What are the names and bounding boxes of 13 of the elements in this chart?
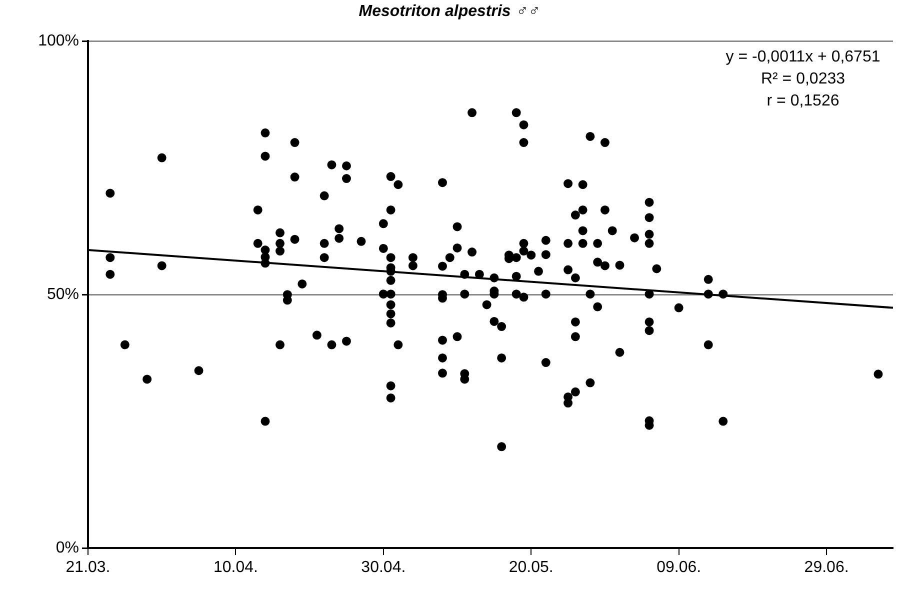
- x-tick-label: 30.04.: [361, 559, 406, 576]
- annotation: r = 0,1526: [766, 92, 840, 110]
- x-tick-label: 10.04.: [213, 559, 258, 576]
- chart-title: Mesotriton alpestris ♂♂: [358, 3, 540, 20]
- annotation: y = -0,0011x + 0,6751: [726, 48, 880, 66]
- annotation: R² = 0,0233: [760, 70, 846, 88]
- x-tick-label: 21.03.: [66, 559, 110, 576]
- x-tick-label: 20.05.: [508, 559, 554, 576]
- y-tick-label: 0%: [56, 539, 79, 556]
- x-tick-label: 29.06.: [804, 559, 849, 576]
- y-tick-label: 50%: [46, 286, 79, 304]
- y-tick-label: 100%: [38, 32, 79, 50]
- x-tick-label: 09.06.: [656, 559, 702, 576]
